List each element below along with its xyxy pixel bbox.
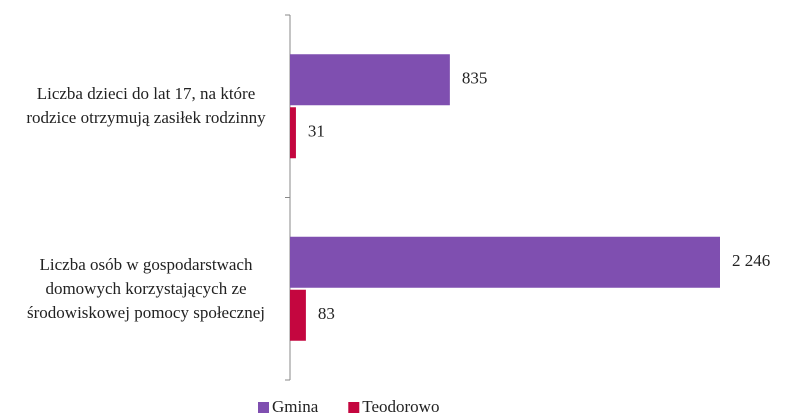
legend-label: Teodorowo bbox=[362, 397, 439, 416]
legend-swatch bbox=[258, 402, 269, 413]
category-label: Liczba osób w gospodarstwach domowych ko… bbox=[27, 254, 265, 322]
bar bbox=[290, 236, 720, 288]
legend-swatch bbox=[348, 402, 360, 413]
value-label: 835 bbox=[462, 69, 488, 88]
value-label: 83 bbox=[318, 304, 335, 323]
bar bbox=[290, 54, 450, 106]
bar bbox=[290, 289, 306, 341]
bar bbox=[290, 107, 296, 159]
value-label: 2 246 bbox=[732, 251, 770, 270]
value-label: 31 bbox=[308, 122, 325, 141]
category-label: Liczba dzieci do lat 17, na które rodzic… bbox=[26, 84, 266, 128]
legend-label: Gmina bbox=[272, 397, 319, 416]
